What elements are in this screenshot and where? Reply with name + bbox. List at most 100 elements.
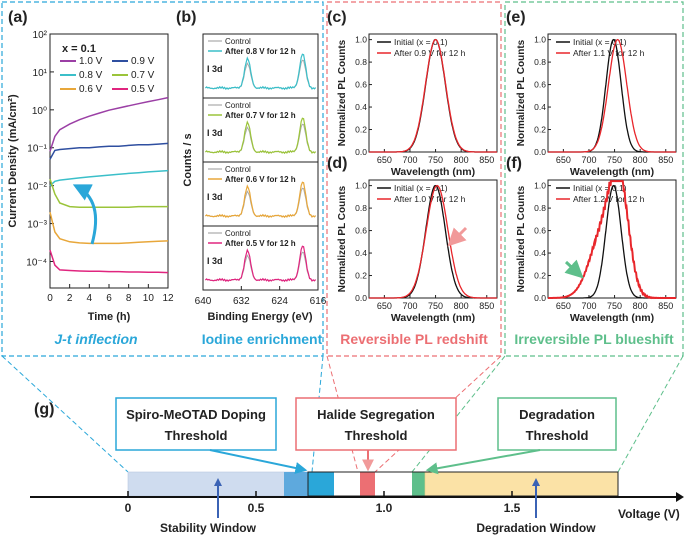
caption-green: Irreversible PL blueshift bbox=[514, 331, 674, 347]
pl-xlabel: Wavelength (nm) bbox=[391, 166, 475, 178]
voltage-axis-arrowhead bbox=[676, 492, 684, 502]
box-spiro bbox=[115, 397, 277, 451]
panel-a-composition: x = 0.1 bbox=[62, 43, 96, 55]
doping-threshold-zone-light bbox=[284, 472, 308, 496]
pl-legend-after: After 0.9 V for 12 h bbox=[394, 48, 466, 58]
pl-ytick-label: 0.2 bbox=[355, 271, 367, 281]
pl-xtick-label: 750 bbox=[607, 301, 622, 311]
pl-axes bbox=[368, 179, 498, 299]
b-after-label: After 0.7 V for 12 h bbox=[225, 111, 296, 120]
panel-a-yticks: 10² 10¹ 10⁰ 10⁻¹ 10⁻² 10⁻³ 10⁻⁴ bbox=[26, 30, 54, 268]
a-ytick-label: 10¹ bbox=[33, 68, 48, 79]
arrow-spiro bbox=[209, 449, 308, 474]
pl-after-curve bbox=[369, 38, 497, 153]
voltage-tick-label: 0.5 bbox=[248, 501, 265, 515]
pl-legend-after: After 1.2 V for 12 h bbox=[573, 194, 645, 204]
a-legend-label: 0.9 V bbox=[131, 56, 155, 67]
pl-ytick-label: 0.2 bbox=[534, 271, 546, 281]
pl-xtick-label: 700 bbox=[581, 155, 596, 165]
panel-a-xticks: 0 2 4 6 8 10 12 bbox=[47, 284, 174, 304]
b-control-label: Control bbox=[225, 229, 251, 238]
pl-xlabel: Wavelength (nm) bbox=[570, 166, 654, 178]
b-after-curve bbox=[204, 181, 317, 219]
pl-ytick-label: 0.4 bbox=[355, 102, 367, 112]
arrow-degradation bbox=[425, 449, 541, 475]
pl-xtick-label: 750 bbox=[607, 155, 622, 165]
pl-ytick-label: 0.8 bbox=[534, 203, 546, 213]
pl-ytick-label: 0.6 bbox=[534, 80, 546, 90]
pl-ytick-label: 0.0 bbox=[355, 147, 367, 157]
degradation-window-bar bbox=[424, 471, 619, 497]
panel-b-ylabel: Counts / s bbox=[182, 133, 194, 186]
a-xtick-label: 0 bbox=[47, 293, 53, 304]
a-ytick-label: 10² bbox=[33, 30, 48, 41]
a-xtick-label: 2 bbox=[67, 293, 73, 304]
panel-d: (d) 0.0 0.2 0.4 0.6 0.8 1.0 650 700 750 800 850 Wave… bbox=[327, 155, 498, 324]
a-legend-label: 0.6 V bbox=[79, 84, 103, 95]
a-legend-label: 0.5 V bbox=[131, 84, 155, 95]
b-xtick-label: 616 bbox=[310, 296, 327, 307]
pl-ylabel: Normalized PL Counts bbox=[516, 39, 527, 146]
pl-after-curve bbox=[548, 180, 676, 300]
arrow-stability-head bbox=[214, 478, 222, 486]
degradation-window-label: Degradation Window bbox=[476, 521, 596, 535]
pl-xtick-label: 650 bbox=[556, 155, 571, 165]
pl-ytick-label: 0.0 bbox=[355, 293, 367, 303]
arrow-degradation-window-head bbox=[532, 478, 540, 486]
pl-ylabel: Normalized PL Counts bbox=[516, 185, 527, 292]
connector-green-left bbox=[411, 355, 506, 473]
pl-ytick-label: 0.6 bbox=[355, 80, 367, 90]
pl-xtick-label: 800 bbox=[633, 155, 648, 165]
pl-xlabel: Wavelength (nm) bbox=[391, 312, 475, 324]
b-control-label: Control bbox=[225, 37, 251, 46]
box-degradation-line1: Degradation bbox=[519, 407, 595, 422]
voltage-ticks: 0 0.5 1.0 1.5 bbox=[125, 491, 521, 515]
frame-green bbox=[504, 1, 684, 357]
pl-ytick-label: 0.0 bbox=[534, 293, 546, 303]
a-series-line bbox=[49, 249, 169, 274]
b-xtick-label: 632 bbox=[233, 296, 250, 307]
pl-ytick-label: 0.4 bbox=[355, 248, 367, 258]
b-after-curve bbox=[204, 245, 317, 283]
panel-a-caption: J-t inflection bbox=[54, 331, 137, 347]
a-series-line bbox=[49, 212, 169, 245]
b-control-label: Control bbox=[225, 165, 251, 174]
panel-a-inflection-arrow bbox=[72, 184, 98, 245]
degradation-threshold-zone bbox=[412, 472, 425, 496]
panel-a: (a) x = 0.1 1.0 V 0.9 V 0.8 V 0.7 V 0.6 V 0.5… bbox=[7, 9, 174, 347]
panel-b-xticks: 640 632 624 616 bbox=[195, 286, 327, 307]
pl-panel-label: (c) bbox=[327, 9, 347, 26]
stability-window-label: Stability Window bbox=[160, 521, 257, 535]
pl-ytick-label: 0.6 bbox=[355, 226, 367, 236]
a-legend-label: 0.7 V bbox=[131, 70, 155, 81]
pl-xtick-label: 700 bbox=[402, 155, 417, 165]
pl-legend-initial: Initial (x = 0.1) bbox=[573, 37, 627, 47]
a-series-line bbox=[49, 96, 169, 152]
b-sub-label: I 3d bbox=[207, 64, 223, 74]
pl-xtick-label: 650 bbox=[377, 301, 392, 311]
panel-g: (g) Spiro-MeOTAD Doping Threshold Halide… bbox=[30, 397, 684, 535]
pl-panel-label: (e) bbox=[506, 9, 526, 26]
connector-blue-left bbox=[1, 355, 129, 473]
frame-blue bbox=[1, 1, 324, 357]
box-halide-line2: Threshold bbox=[345, 428, 408, 443]
pl-ytick-label: 0.8 bbox=[534, 57, 546, 67]
pl-legend-initial: Initial (x = 0.1) bbox=[394, 37, 448, 47]
a-ytick-label: 10⁻² bbox=[27, 182, 47, 193]
panel-g-label: (g) bbox=[34, 401, 54, 418]
pl-xtick-label: 850 bbox=[658, 155, 673, 165]
pl-ytick-label: 1.0 bbox=[534, 181, 546, 191]
pl-panel-label: (f) bbox=[506, 155, 522, 172]
pl-xtick-label: 800 bbox=[633, 301, 648, 311]
pl-ylabel: Normalized PL Counts bbox=[337, 39, 348, 146]
pl-axes bbox=[368, 33, 498, 153]
pl-ytick-label: 1.0 bbox=[355, 35, 367, 45]
pl-shift-arrow bbox=[447, 226, 468, 247]
panel-c: (c) 0.0 0.2 0.4 0.6 0.8 1.0 650 700 750 800 850 Wave… bbox=[327, 9, 498, 178]
voltage-tick-label: 1.5 bbox=[504, 501, 521, 515]
a-ytick-label: 10⁻³ bbox=[27, 220, 47, 231]
a-xtick-label: 6 bbox=[106, 293, 112, 304]
box-degradation bbox=[497, 397, 617, 451]
